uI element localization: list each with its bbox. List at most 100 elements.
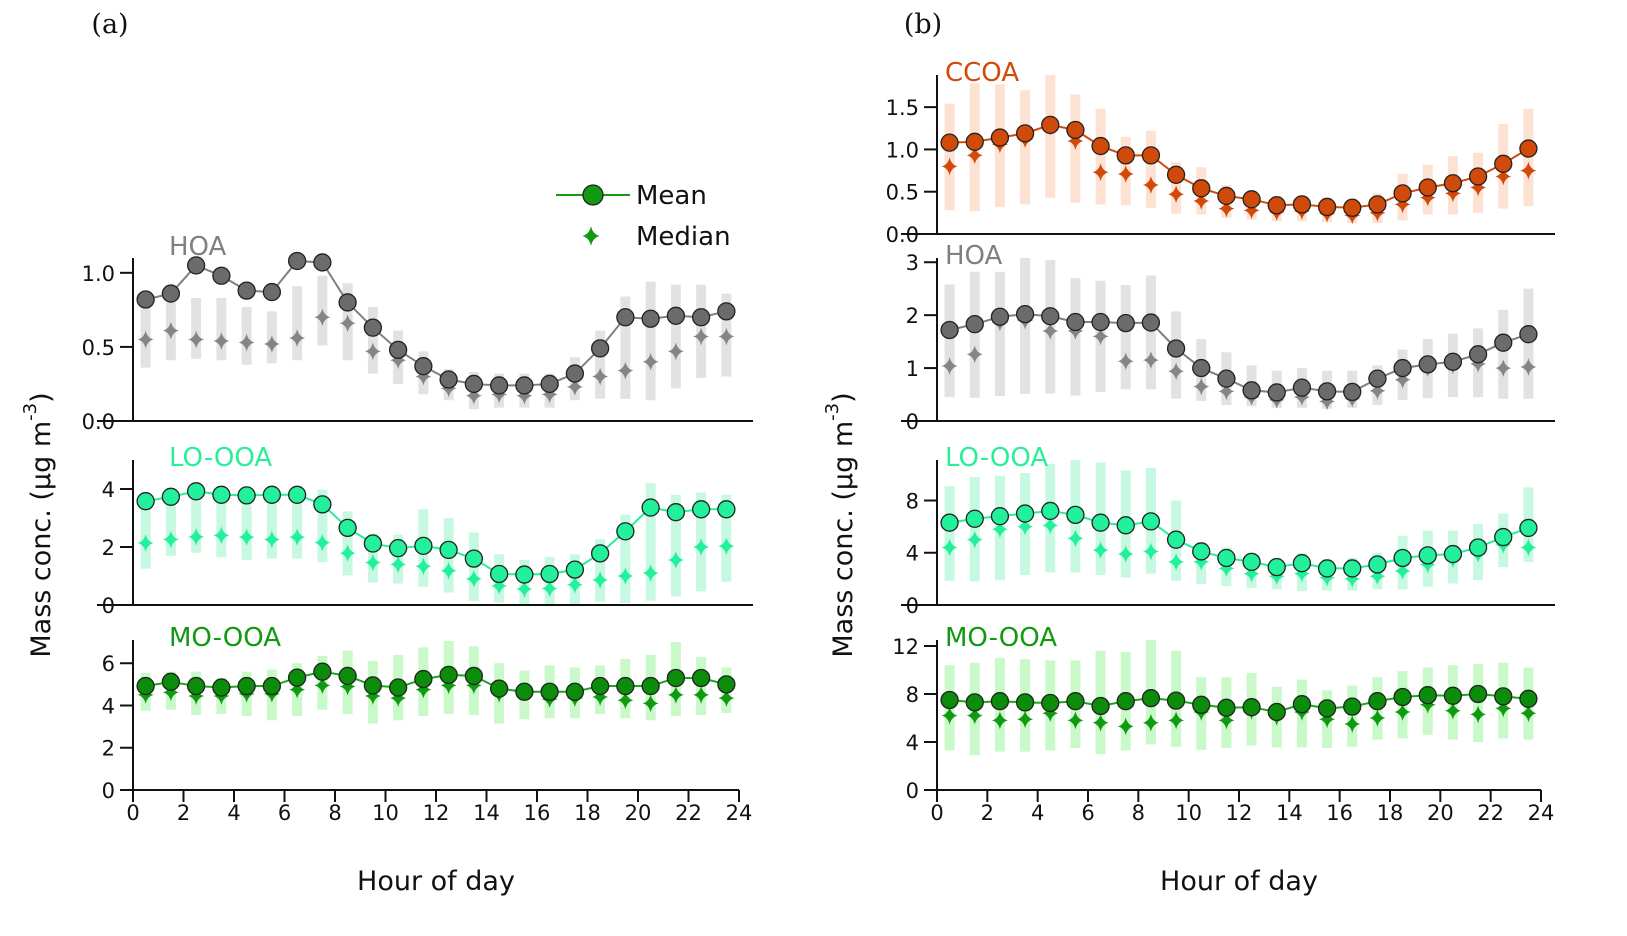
median-marker <box>1092 327 1109 346</box>
median-marker <box>1470 354 1487 373</box>
y-tick-label: 3 <box>906 251 919 275</box>
median-marker <box>213 526 230 545</box>
mean-marker <box>1242 381 1261 400</box>
median-marker <box>693 538 710 556</box>
mean-marker <box>439 665 458 685</box>
y-axis-label: Mass conc. (µg m-3) <box>822 392 859 657</box>
mean-marker <box>338 666 357 686</box>
mean-marker <box>1116 313 1135 333</box>
mean-marker <box>1015 693 1035 712</box>
mean-marker <box>1166 691 1186 710</box>
mean-marker <box>990 128 1010 147</box>
mean-marker <box>262 282 282 302</box>
median-marker <box>941 706 958 725</box>
x-tick-label: 10 <box>1175 801 1202 825</box>
mean-marker <box>1443 174 1463 193</box>
y-tick-label: 6 <box>102 652 115 676</box>
x-tick-label: 18 <box>1377 801 1404 825</box>
median-marker <box>1444 184 1461 203</box>
range-bar <box>292 286 303 361</box>
median-marker <box>465 386 482 405</box>
mean-marker <box>565 682 585 701</box>
mean-marker <box>666 306 686 325</box>
mean-marker <box>388 340 408 360</box>
median-marker <box>162 683 179 702</box>
mean-marker <box>717 302 736 321</box>
mean-marker <box>990 307 1010 326</box>
range-bar <box>645 483 656 601</box>
mean-marker <box>489 679 509 698</box>
median-marker <box>1142 175 1159 194</box>
legend-median-label: Median <box>636 222 731 252</box>
median-marker <box>1193 552 1210 571</box>
median-marker <box>1218 199 1235 218</box>
mean-marker <box>313 662 332 681</box>
mean-marker <box>515 376 534 395</box>
mean-marker <box>1393 184 1412 203</box>
median-marker <box>592 571 609 590</box>
subplot-label: HOA <box>945 241 1003 271</box>
mean-marker <box>388 678 408 697</box>
mean-line <box>949 509 1529 570</box>
range-bar <box>670 284 681 389</box>
range-bar <box>994 271 1005 397</box>
mean-marker <box>313 253 332 272</box>
mean-marker <box>212 266 231 285</box>
mean-marker <box>1519 689 1538 708</box>
mean-marker <box>287 251 307 271</box>
range-bar <box>191 298 202 359</box>
median-marker <box>718 537 735 556</box>
median-marker <box>1017 517 1034 536</box>
median-marker <box>1293 388 1310 407</box>
median-marker <box>718 689 735 708</box>
median-marker <box>541 385 558 404</box>
median-marker <box>364 686 381 705</box>
median-marker <box>289 528 306 547</box>
legend-mean-marker <box>582 184 604 206</box>
range-bar <box>191 491 202 553</box>
mean-marker <box>1066 692 1085 711</box>
median-marker <box>1117 352 1134 371</box>
mean-marker <box>1141 512 1161 531</box>
y-label-main: Mass conc. (µg m <box>828 421 859 658</box>
median-marker <box>162 321 179 340</box>
median-marker <box>1142 542 1159 561</box>
median-marker <box>516 580 533 599</box>
mean-line <box>145 670 727 693</box>
median-marker <box>1117 545 1134 564</box>
mean-marker <box>136 290 155 309</box>
mean-marker <box>1317 699 1337 718</box>
median-marker <box>263 530 280 549</box>
median-marker <box>1092 541 1109 560</box>
mean-marker <box>1519 139 1538 158</box>
median-marker <box>1344 569 1361 588</box>
mean-marker <box>1041 115 1060 135</box>
mean-marker <box>1468 167 1488 186</box>
mean-marker <box>414 536 433 555</box>
median-marker <box>465 569 482 588</box>
legend-median-marker <box>582 226 600 246</box>
mean-marker <box>1217 548 1236 568</box>
y-tick-label: 4 <box>102 694 115 718</box>
y-tick-label: 0 <box>906 594 919 618</box>
mean-marker <box>1116 516 1135 535</box>
median-marker <box>390 555 407 574</box>
mean-marker <box>1343 382 1362 402</box>
median-marker <box>1419 188 1436 207</box>
median-marker <box>1218 382 1235 401</box>
median-marker <box>1369 567 1386 586</box>
x-tick-label: 18 <box>574 801 601 825</box>
range-bar <box>1145 130 1156 208</box>
x-tick-label: 20 <box>625 801 652 825</box>
mean-marker <box>338 293 357 312</box>
median-marker <box>1495 359 1512 378</box>
median-marker <box>941 356 958 375</box>
mean-marker <box>1192 179 1211 198</box>
median-marker <box>566 377 583 396</box>
y-tick-label: 0 <box>102 779 115 803</box>
mean-marker <box>717 500 736 519</box>
median-marker <box>1092 163 1109 182</box>
median-marker <box>991 711 1008 730</box>
mean-marker <box>136 676 155 696</box>
